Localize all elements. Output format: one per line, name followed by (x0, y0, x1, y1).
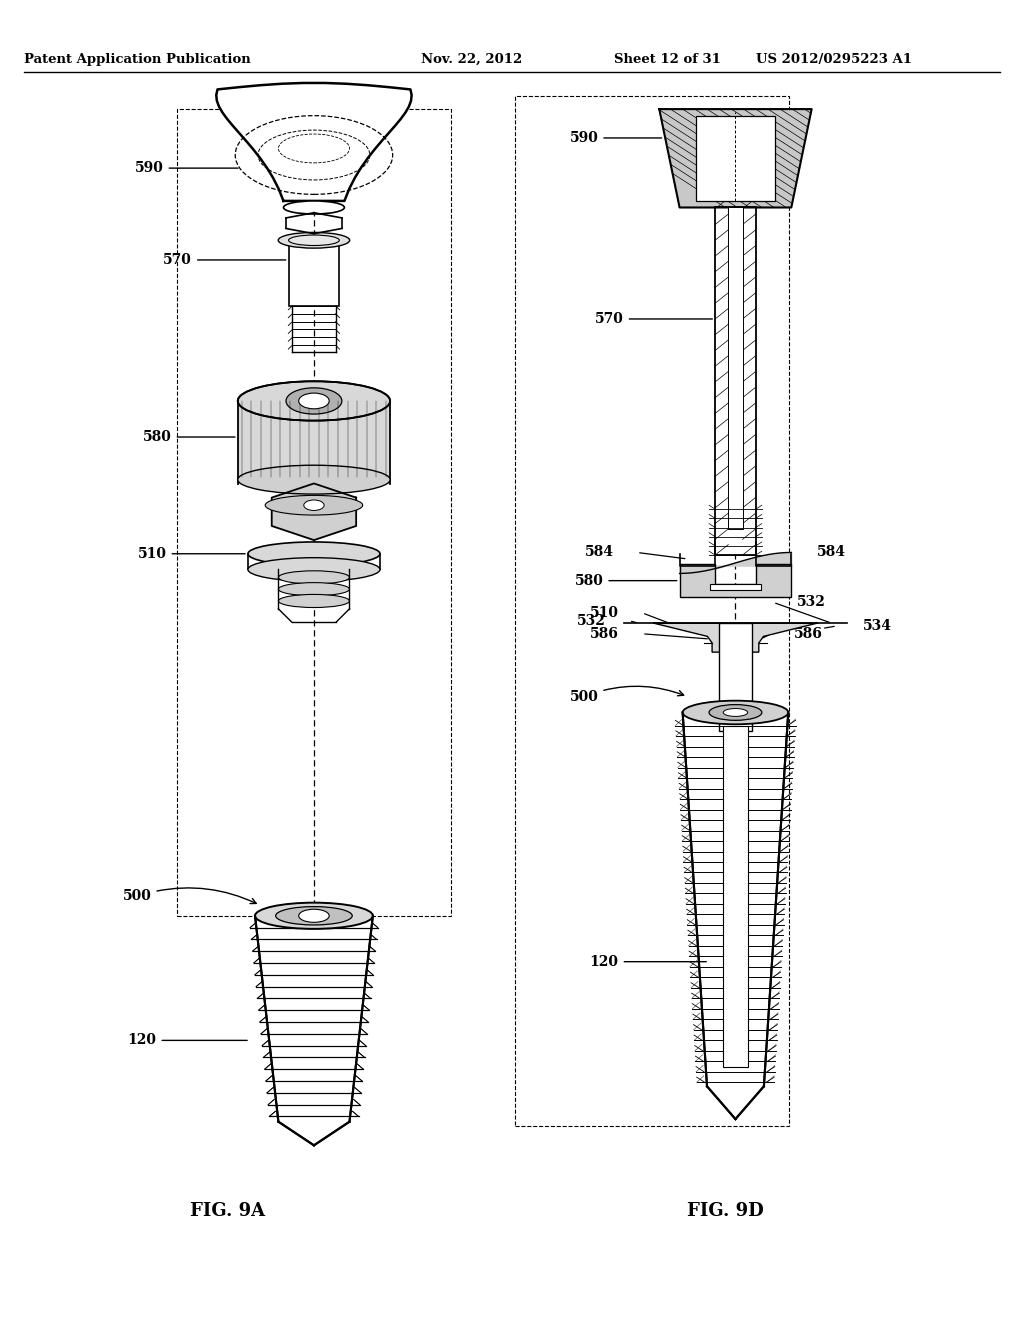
Text: 534: 534 (862, 619, 892, 632)
Bar (238, 401, 390, 483)
Ellipse shape (238, 465, 390, 494)
Text: Nov. 22, 2012: Nov. 22, 2012 (421, 53, 522, 66)
Polygon shape (255, 916, 373, 1146)
Ellipse shape (299, 393, 329, 409)
Ellipse shape (279, 570, 349, 583)
Bar (723, 726, 748, 1067)
Polygon shape (654, 623, 817, 652)
Text: 580: 580 (143, 430, 234, 444)
Text: 584: 584 (585, 545, 613, 560)
Bar (719, 623, 752, 731)
Ellipse shape (248, 557, 380, 581)
Bar (515, 96, 790, 1126)
Polygon shape (683, 713, 788, 1119)
Polygon shape (659, 110, 812, 207)
Bar (715, 207, 756, 556)
Text: 120: 120 (128, 1034, 247, 1047)
Text: 580: 580 (574, 574, 677, 587)
Ellipse shape (683, 701, 788, 725)
Text: 570: 570 (595, 312, 713, 326)
Ellipse shape (279, 594, 349, 607)
Text: US 2012/0295223 A1: US 2012/0295223 A1 (756, 53, 911, 66)
Polygon shape (271, 483, 356, 540)
Text: 510: 510 (590, 606, 618, 620)
Bar (728, 207, 742, 529)
Ellipse shape (248, 543, 380, 565)
Bar (177, 110, 451, 916)
Text: Patent Application Publication: Patent Application Publication (25, 53, 251, 66)
Ellipse shape (275, 907, 352, 925)
Text: FIG. 9D: FIG. 9D (687, 1203, 764, 1220)
Ellipse shape (265, 495, 362, 515)
Text: 500: 500 (123, 888, 256, 904)
Ellipse shape (304, 500, 325, 511)
Ellipse shape (279, 582, 349, 595)
Ellipse shape (299, 909, 329, 923)
Text: 590: 590 (569, 131, 662, 145)
Text: 584: 584 (817, 545, 846, 560)
Bar (289, 240, 339, 306)
Ellipse shape (723, 709, 748, 717)
Ellipse shape (709, 705, 762, 721)
Polygon shape (680, 564, 792, 597)
Text: 586: 586 (590, 627, 618, 640)
Ellipse shape (284, 201, 344, 214)
Text: 120: 120 (590, 954, 707, 969)
Ellipse shape (238, 381, 390, 421)
Text: FIG. 9A: FIG. 9A (190, 1203, 265, 1220)
Text: 532: 532 (577, 614, 605, 627)
Ellipse shape (286, 388, 342, 414)
Text: 500: 500 (569, 686, 684, 704)
Bar (696, 116, 774, 201)
Ellipse shape (255, 903, 373, 929)
Text: 590: 590 (135, 161, 238, 176)
Text: 532: 532 (797, 595, 825, 610)
Text: Sheet 12 of 31: Sheet 12 of 31 (613, 53, 721, 66)
Text: 586: 586 (795, 627, 823, 640)
Polygon shape (710, 583, 761, 590)
Polygon shape (216, 83, 412, 201)
Text: 570: 570 (163, 253, 286, 267)
Text: 510: 510 (137, 546, 245, 561)
Ellipse shape (289, 235, 339, 246)
Ellipse shape (279, 232, 350, 248)
